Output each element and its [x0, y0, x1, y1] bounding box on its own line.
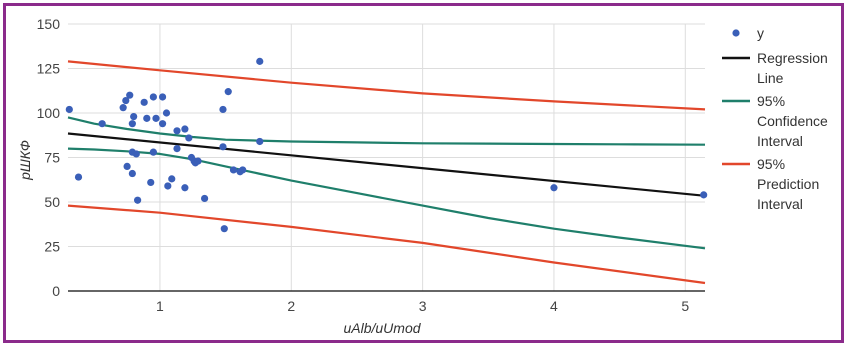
points-layer: [65, 57, 708, 233]
scatter-point: [194, 157, 202, 165]
scatter-point: [128, 169, 136, 178]
x-tick-label: 3: [419, 298, 427, 314]
scatter-point: [140, 98, 148, 106]
scatter-point: [219, 105, 227, 114]
legend-label: Confidence: [757, 113, 828, 129]
y-tick-label: 100: [37, 105, 61, 121]
legend-label: Prediction: [757, 176, 819, 192]
scatter-point: [256, 57, 264, 65]
y-tick-label: 50: [44, 194, 60, 210]
x-tick-label: 1: [156, 298, 164, 314]
y-tick-label: 25: [44, 239, 60, 255]
legend-marker-dot: [732, 29, 740, 37]
scatter-point: [200, 194, 209, 203]
series-line-prediction_lower: [67, 204, 706, 285]
scatter-point: [126, 91, 134, 99]
scatter-point: [128, 120, 136, 128]
y-tick-label: 125: [37, 61, 61, 77]
x-tick-label: 2: [287, 298, 295, 314]
scatter-point: [181, 125, 189, 133]
scatter-point: [152, 114, 160, 122]
scatter-point: [550, 184, 558, 192]
scatter-point: [239, 166, 247, 174]
x-tick-label: 5: [681, 298, 689, 314]
scatter-point: [143, 114, 151, 122]
scatter-point: [147, 178, 155, 187]
scatter-point: [256, 137, 264, 146]
legend-label: Interval: [757, 133, 803, 149]
scatter-point: [119, 104, 127, 112]
scatter-point: [122, 96, 130, 105]
scatter-point: [162, 109, 171, 117]
series-line-regression: [67, 132, 706, 197]
scatter-point: [185, 134, 193, 142]
scatter-point: [65, 105, 73, 114]
y-tick-label: 150: [37, 16, 61, 32]
scatter-point: [74, 173, 83, 181]
x-axis-title: uAlb/uUmod: [343, 320, 421, 336]
scatter-point: [229, 166, 238, 174]
series-line-confidence_upper: [67, 116, 706, 146]
scatter-point: [158, 93, 167, 101]
scatter-point: [224, 88, 232, 96]
legend-label: 95%: [757, 156, 785, 172]
scatter-point: [164, 182, 172, 190]
scatter-point: [181, 184, 189, 192]
legend-label: Interval: [757, 196, 803, 212]
legend-label: Regression: [757, 50, 828, 66]
scatter-point: [134, 196, 142, 204]
scatter-point: [219, 143, 227, 151]
scatter-point: [149, 93, 157, 101]
legend-label: Line: [757, 70, 784, 86]
scatter-point: [168, 175, 176, 183]
scatter-point: [158, 120, 167, 128]
legend: y Regression Line 95% Confidence Interval 95% P…: [722, 25, 828, 212]
scatter-point: [700, 191, 708, 199]
legend-item-prediction: 95% Prediction Interval: [722, 156, 819, 212]
legend-label: y: [757, 25, 764, 41]
y-tick-label: 75: [44, 150, 60, 166]
y-axis-title: рШКФ: [17, 140, 33, 181]
scatter-point: [98, 120, 106, 128]
scatter-point: [123, 162, 131, 170]
scatter-point: [220, 225, 228, 233]
scatter-point: [173, 145, 181, 153]
legend-item-confidence: 95% Confidence Interval: [722, 93, 828, 149]
legend-label: 95%: [757, 93, 785, 109]
scatter-point: [173, 127, 181, 135]
axis-layer: 0 25 50 75 100 125 150 1 2 3 4 5: [37, 16, 705, 314]
chart-frame: [3, 3, 844, 343]
y-tick-label: 0: [52, 283, 60, 299]
legend-item-y: y: [732, 25, 764, 41]
grid: [68, 23, 705, 291]
legend-item-regression: Regression Line: [722, 50, 828, 86]
scatter-point: [132, 150, 140, 158]
series-line-prediction_upper: [67, 60, 706, 111]
scatter-point: [130, 112, 138, 121]
x-tick-label: 4: [550, 298, 558, 314]
scatter-point: [149, 148, 157, 156]
